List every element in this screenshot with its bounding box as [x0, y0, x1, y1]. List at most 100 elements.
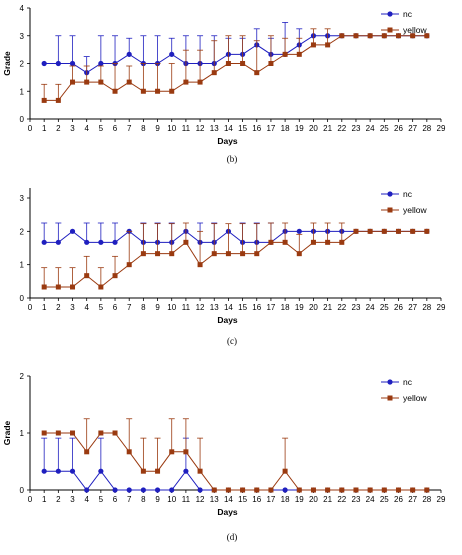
- data-point: [55, 60, 61, 67]
- data-point: [367, 33, 373, 39]
- data-point: [424, 33, 430, 39]
- x-tick-label: 0: [28, 495, 33, 504]
- y-tick-label: 0: [20, 294, 25, 303]
- data-point: [197, 79, 203, 85]
- y-tick-label: 0: [20, 486, 25, 495]
- data-point: [225, 251, 231, 257]
- data-point: [240, 61, 246, 66]
- series-nc: [41, 22, 430, 76]
- data-point: [69, 228, 76, 234]
- x-tick-label: 29: [437, 495, 446, 504]
- data-point: [240, 251, 246, 257]
- legend-label: nc: [403, 9, 413, 19]
- legend-marker: [387, 27, 393, 33]
- data-point: [70, 79, 76, 85]
- data-point: [282, 468, 288, 474]
- x-tick-label: 0: [28, 303, 33, 312]
- x-tick-label: 27: [408, 303, 417, 312]
- data-point: [240, 487, 246, 493]
- data-point: [41, 60, 47, 67]
- x-tick-label: 16: [252, 303, 261, 312]
- y-tick-label: 1: [20, 429, 25, 438]
- x-tick-label: 14: [224, 495, 233, 504]
- legend-label: yellow: [403, 25, 427, 35]
- x-tick-label: 24: [366, 303, 375, 312]
- data-point: [41, 284, 47, 290]
- data-point: [126, 51, 132, 57]
- data-point: [395, 228, 401, 234]
- data-point: [98, 60, 104, 67]
- x-tick-label: 25: [380, 303, 389, 312]
- x-tick-label: 6: [113, 495, 118, 504]
- legend-marker: [387, 379, 393, 385]
- x-tick-label: 17: [266, 303, 275, 312]
- data-point: [211, 251, 217, 257]
- x-tick-label: 3: [70, 124, 75, 133]
- x-tick-label: 29: [437, 303, 446, 312]
- data-point: [140, 251, 146, 257]
- x-tick-label: 22: [337, 124, 346, 133]
- x-tick-label: 28: [422, 303, 431, 312]
- data-point: [296, 251, 302, 257]
- data-point: [325, 42, 331, 48]
- y-tick-label: 2: [20, 227, 25, 236]
- data-point: [381, 33, 387, 39]
- x-tick-label: 19: [295, 303, 304, 312]
- x-tick-label: 6: [113, 303, 118, 312]
- x-tick-label: 9: [155, 124, 160, 133]
- data-point: [183, 239, 189, 245]
- data-point: [84, 79, 90, 85]
- series-line: [44, 35, 427, 74]
- x-tick-label: 10: [167, 303, 176, 312]
- data-point: [55, 430, 61, 436]
- x-tick-label: 26: [394, 303, 403, 312]
- data-point: [339, 487, 345, 493]
- data-point: [339, 239, 345, 245]
- series-yellow: [41, 418, 430, 493]
- data-point: [55, 239, 61, 245]
- data-point: [254, 70, 260, 76]
- data-point: [140, 487, 146, 493]
- x-tick-label: 12: [196, 303, 205, 312]
- data-point: [211, 70, 217, 76]
- legend-label: yellow: [403, 393, 427, 403]
- data-point: [211, 487, 217, 493]
- x-tick-label: 27: [408, 495, 417, 504]
- x-tick-label: 25: [380, 124, 389, 133]
- data-point: [296, 228, 302, 234]
- data-point: [112, 88, 118, 94]
- x-tick-label: 21: [323, 495, 332, 504]
- x-tick-label: 3: [70, 495, 75, 504]
- figure-caption: (d): [227, 532, 238, 542]
- series-line: [44, 35, 427, 101]
- x-tick-label: 12: [196, 124, 205, 133]
- chart-panel-d: 0 1 2 3 4 5 6 7 8 9 10 11 12 13 14 15 16 17 18 19 20 21 22 23 24…: [2, 372, 446, 542]
- data-point: [197, 262, 203, 268]
- x-tick-label: 2: [56, 495, 61, 504]
- x-tick-label: 8: [141, 303, 146, 312]
- data-point: [424, 228, 430, 234]
- x-tick-label: 23: [352, 303, 361, 312]
- x-tick-label: 24: [366, 495, 375, 504]
- data-point: [197, 468, 203, 474]
- data-point: [55, 284, 61, 290]
- x-tick-label: 17: [266, 124, 275, 133]
- x-axis-title: Days: [217, 507, 238, 517]
- data-point: [325, 487, 331, 493]
- data-point: [183, 79, 189, 85]
- data-point: [112, 273, 118, 279]
- data-point: [353, 33, 359, 39]
- x-tick-label: 14: [224, 303, 233, 312]
- x-tick-label: 4: [84, 124, 89, 133]
- data-point: [367, 487, 373, 493]
- data-point: [98, 284, 104, 290]
- y-axis-title: Grade: [2, 420, 12, 445]
- legend-label: nc: [403, 377, 413, 387]
- x-tick-label: 5: [99, 303, 104, 312]
- y-tick-label: 2: [20, 372, 25, 381]
- data-point: [155, 468, 161, 474]
- figure-caption: (c): [227, 336, 237, 346]
- data-point: [395, 487, 401, 493]
- x-tick-label: 15: [238, 495, 247, 504]
- data-point: [126, 262, 132, 268]
